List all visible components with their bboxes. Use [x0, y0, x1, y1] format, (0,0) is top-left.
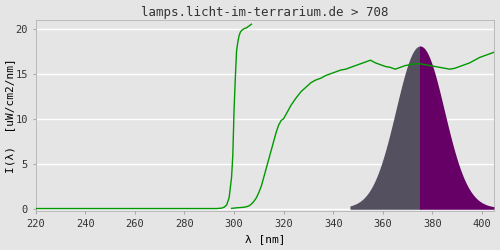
X-axis label: λ [nm]: λ [nm]	[245, 234, 286, 244]
Y-axis label: I(λ)  [uW/cm2/nm]: I(λ) [uW/cm2/nm]	[6, 58, 16, 173]
Title: lamps.licht-im-terrarium.de > 708: lamps.licht-im-terrarium.de > 708	[142, 6, 389, 18]
